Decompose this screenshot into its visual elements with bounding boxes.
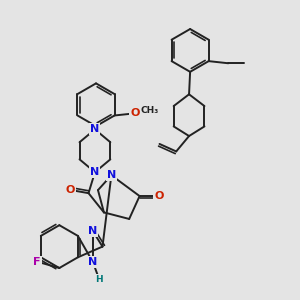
Text: N: N xyxy=(88,226,98,236)
Text: O: O xyxy=(130,108,140,118)
Text: O: O xyxy=(66,185,75,195)
Text: N: N xyxy=(88,257,98,267)
Text: F: F xyxy=(33,256,40,267)
Text: O: O xyxy=(154,191,164,201)
Text: CH₃: CH₃ xyxy=(141,106,159,115)
Text: N: N xyxy=(90,167,100,177)
Text: N: N xyxy=(90,124,100,134)
Text: N: N xyxy=(107,170,116,180)
Text: H: H xyxy=(95,275,103,284)
